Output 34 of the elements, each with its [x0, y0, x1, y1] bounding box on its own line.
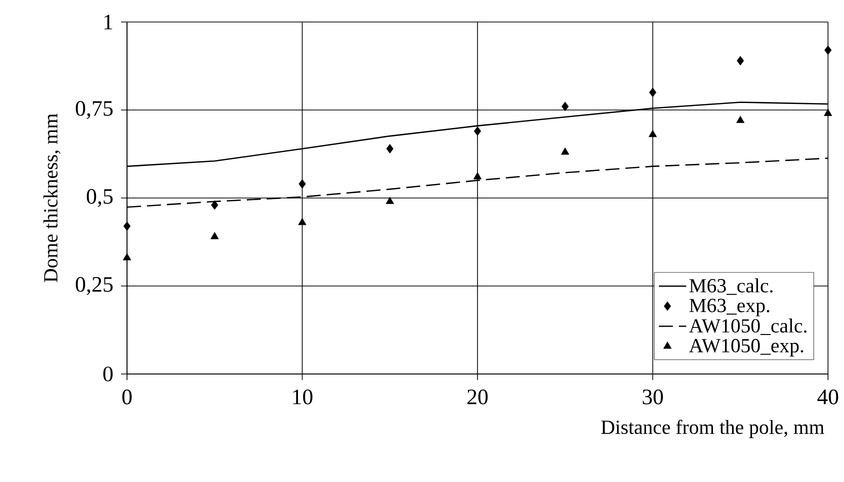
- legend-label: AW1050_exp.: [689, 338, 804, 356]
- point: [474, 126, 482, 136]
- point: [562, 102, 569, 112]
- point: [648, 130, 657, 138]
- legend-label: M63_exp.: [689, 298, 770, 316]
- point: [736, 56, 744, 66]
- x-axis-title: Distance from the pole, mm: [601, 420, 824, 438]
- point: [386, 144, 394, 154]
- point: [298, 218, 306, 226]
- legend-label: AW1050_calc.: [689, 318, 806, 335]
- x-tick-label: 0: [122, 390, 132, 404]
- point: [210, 232, 219, 240]
- x-tick-label: 10: [293, 390, 312, 404]
- y-tick-label: 1: [104, 14, 112, 30]
- point: [473, 172, 482, 180]
- point: [824, 108, 832, 116]
- y-axis-title: Dome thickness, mm: [43, 114, 60, 282]
- point: [123, 221, 131, 231]
- point: [298, 179, 306, 189]
- point: [736, 116, 744, 123]
- y-tick-label: 0,5: [86, 188, 113, 207]
- x-tick-label: 20: [467, 390, 488, 404]
- point: [824, 45, 832, 55]
- y-tick-label: 0: [103, 366, 113, 382]
- x-tick-label: 40: [817, 390, 838, 404]
- point: [386, 196, 394, 204]
- x-tick-label: 30: [642, 390, 663, 404]
- point: [211, 200, 218, 210]
- point: [122, 253, 132, 260]
- y-tick-label: 0,75: [76, 100, 113, 120]
- y-tick-label: 0,25: [76, 276, 113, 295]
- point: [649, 88, 656, 98]
- legend-label: M63_calc.: [689, 278, 773, 295]
- point: [561, 148, 570, 155]
